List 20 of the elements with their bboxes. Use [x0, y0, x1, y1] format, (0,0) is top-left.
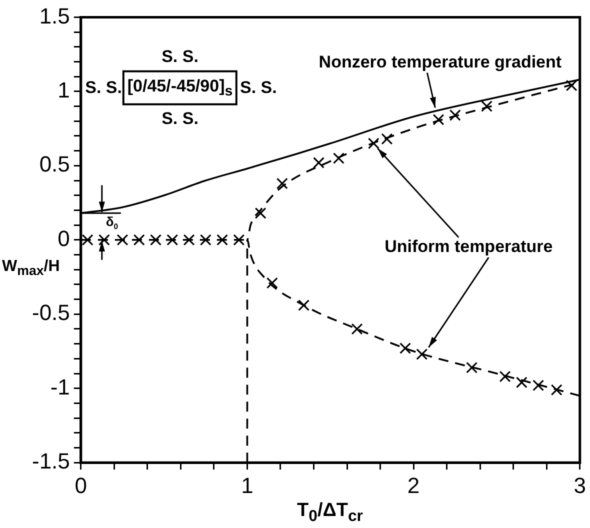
y-tick-label: 1.5: [39, 3, 70, 28]
y-tick-label: 0.5: [39, 152, 70, 177]
y-tick-label: -1.5: [32, 448, 70, 474]
layup-box: [0/45/-45/90]$_{s}$: [122, 70, 238, 106]
x-tick-label: 1: [241, 472, 254, 498]
x-tick-label: 2: [407, 472, 420, 498]
annotation: S. S.: [162, 109, 198, 129]
annotation: Nonzero temperature gradient: [318, 52, 562, 72]
y-tick-label: 0: [58, 226, 70, 251]
annotation: Uniform temperature: [384, 237, 553, 256]
y-tick-label: 1: [58, 77, 70, 102]
x-tick-label: 0: [74, 472, 88, 498]
annotation: S. S.: [240, 78, 277, 98]
x-tick-label: 3: [574, 472, 586, 498]
y-tick-label: -0.5: [32, 300, 70, 326]
annotation: S. S.: [85, 78, 122, 98]
y-axis-title: W$_{max}$/H: [2, 258, 60, 278]
annotation: S. S.: [162, 47, 198, 67]
x-axis-title: T$_{0}$/ΔT$_{cr}$: [296, 500, 364, 526]
y-tick-label: -1: [50, 374, 70, 400]
